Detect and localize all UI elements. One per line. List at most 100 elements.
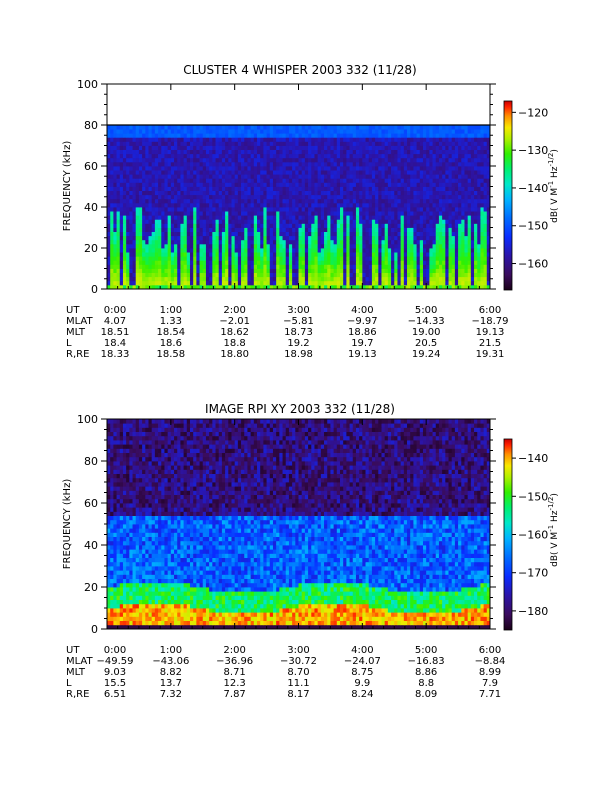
spectrogram-heatmap: [107, 124, 491, 290]
heatmap-cell: [314, 161, 319, 167]
heatmap-cell: [142, 231, 146, 237]
heatmap-cell: [458, 231, 462, 237]
heatmap-cell: [346, 268, 350, 273]
heatmap-cell: [221, 166, 226, 171]
heatmap-cell: [346, 276, 350, 282]
heatmap-cell: [167, 149, 172, 155]
heatmap-cell: [442, 145, 446, 150]
heatmap-cell: [225, 223, 229, 228]
heatmap-cell: [288, 182, 293, 187]
heatmap-cell: [365, 252, 370, 257]
heatmap-cell: [359, 227, 363, 232]
heatmap-cell: [477, 239, 481, 245]
heatmap-cell: [285, 161, 290, 167]
heatmap-cell: [234, 231, 239, 237]
heatmap-cell: [451, 280, 456, 286]
heatmap-cell: [276, 276, 280, 282]
heatmap-cell: [132, 276, 137, 282]
heatmap-cell: [119, 166, 124, 171]
heatmap-cell: [324, 194, 328, 200]
ephemeris-value: −2.01: [219, 316, 250, 327]
heatmap-cell: [276, 161, 280, 167]
heatmap-cell: [308, 276, 312, 282]
heatmap-cell: [397, 153, 402, 159]
heatmap-cell: [253, 231, 258, 237]
heatmap-cell: [161, 190, 165, 196]
heatmap-cell: [339, 166, 344, 171]
heatmap-cell: [228, 125, 232, 130]
heatmap-cell: [113, 219, 117, 224]
heatmap-cell: [426, 166, 430, 171]
heatmap-cell: [272, 280, 277, 286]
heatmap-cell: [119, 219, 124, 224]
heatmap-cell: [209, 141, 213, 146]
heatmap-cell: [135, 276, 140, 282]
heatmap-cell: [292, 284, 296, 290]
heatmap-cell: [474, 145, 478, 150]
heatmap-cell: [333, 166, 338, 171]
heatmap-cell: [438, 248, 443, 253]
heatmap-cell: [467, 243, 472, 249]
heatmap-cell: [282, 202, 287, 208]
heatmap-cell: [391, 202, 395, 208]
heatmap-cell: [218, 170, 223, 175]
heatmap-cell: [116, 141, 121, 146]
heatmap-cell: [474, 223, 478, 228]
heatmap-cell: [279, 161, 283, 167]
heatmap-cell: [209, 219, 213, 224]
heatmap-cell: [212, 157, 216, 163]
heatmap-cell: [180, 170, 184, 175]
heatmap-cell: [359, 170, 363, 175]
heatmap-cell: [352, 194, 357, 200]
heatmap-cell: [454, 194, 459, 200]
heatmap-cell: [355, 215, 360, 220]
heatmap-cell: [391, 252, 395, 257]
heatmap-cell: [164, 284, 169, 290]
heatmap-cell: [225, 202, 229, 208]
heatmap-cell: [119, 280, 124, 286]
heatmap-cell: [448, 202, 453, 208]
heatmap-cell: [400, 194, 405, 200]
heatmap-cell: [202, 190, 207, 196]
heatmap-cell: [161, 174, 165, 179]
heatmap-cell: [237, 235, 242, 241]
heatmap-cell: [225, 227, 229, 232]
heatmap-cell: [135, 194, 140, 200]
heatmap-cell: [209, 252, 213, 257]
heatmap-cell: [205, 170, 210, 175]
heatmap-cell: [174, 170, 178, 175]
heatmap-cell: [301, 276, 306, 282]
heatmap-cell: [308, 231, 312, 237]
heatmap-cell: [343, 129, 347, 134]
heatmap-cell: [183, 276, 188, 282]
heatmap-cell: [365, 202, 370, 208]
heatmap-cell: [298, 227, 303, 232]
heatmap-cell: [148, 231, 153, 237]
heatmap-cell: [247, 284, 252, 290]
heatmap-cell: [384, 178, 389, 183]
heatmap-cell: [186, 207, 191, 212]
heatmap-cell: [218, 264, 223, 269]
heatmap-cell: [477, 125, 481, 130]
heatmap-cell: [263, 219, 267, 224]
ephemeris-value: 0:00: [104, 305, 126, 316]
heatmap-cell: [215, 272, 220, 278]
heatmap-cell: [129, 125, 133, 130]
heatmap-cell: [483, 260, 488, 265]
heatmap-cell: [317, 264, 322, 269]
heatmap-cell: [311, 129, 315, 134]
heatmap-cell: [422, 219, 427, 224]
heatmap-cell: [327, 190, 331, 196]
heatmap-cell: [467, 248, 472, 253]
heatmap-cell: [435, 186, 440, 191]
heatmap-cell: [205, 190, 210, 196]
heatmap-cell: [362, 248, 366, 253]
heatmap-cell: [164, 280, 169, 286]
heatmap-cell: [378, 133, 382, 138]
heatmap-cell: [119, 260, 124, 265]
heatmap-cell: [320, 198, 325, 204]
heatmap-cell: [154, 137, 159, 142]
heatmap-cell: [276, 243, 280, 249]
heatmap-cell: [241, 170, 245, 175]
heatmap-cell: [327, 129, 331, 134]
